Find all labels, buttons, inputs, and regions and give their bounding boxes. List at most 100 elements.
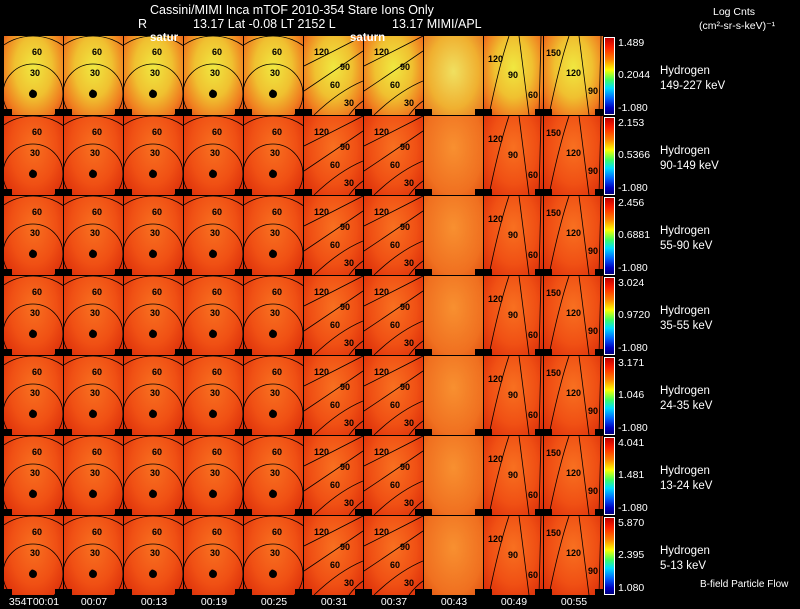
contour-label: 0 (210, 168, 216, 178)
heatmap-panel: 60 30 0 (64, 356, 123, 435)
contour-label: 90 (508, 70, 519, 80)
heatmap-panel: 60 30 0 (124, 516, 183, 595)
contour-label: 0 (210, 488, 216, 498)
contour-label: 60 (272, 447, 283, 457)
contour-label: 120 (488, 214, 504, 224)
contour-label: 60 (32, 207, 43, 217)
contour-label: 60 (32, 367, 43, 377)
time-tick-label: 00:19 (200, 596, 228, 608)
heatmap-panel: 120 90 60 (484, 196, 543, 275)
heatmap-panel: 60 30 0 (184, 116, 243, 195)
heatmap-panel (424, 276, 483, 355)
time-tick-label: 00:31 (320, 596, 348, 608)
contour-label: 90 (508, 470, 519, 480)
contour-label: 90 (400, 62, 411, 72)
contour-label: 60 (390, 80, 401, 90)
contour-label: 150 (546, 528, 562, 538)
species-name: Hydrogen (660, 305, 710, 317)
contour-label: 150 (546, 48, 562, 58)
contour-label: 30 (270, 148, 281, 158)
energy-range: 5-13 keV (660, 560, 707, 572)
contour-label: 60 (212, 47, 223, 57)
contour-label: 120 (566, 468, 582, 478)
contour-label: 30 (90, 148, 101, 158)
contour-label: 0 (90, 568, 96, 578)
contour-label: 30 (210, 388, 221, 398)
species-label: Hydrogen 35-55 keV (660, 304, 712, 334)
contour-label: 30 (404, 178, 415, 188)
contour-label: 0 (210, 328, 216, 338)
heatmap-panel: 60 30 0 (244, 516, 303, 595)
contour-label: 90 (340, 62, 351, 72)
contour-label: 30 (210, 68, 221, 78)
contour-label: 120 (488, 534, 504, 544)
energy-range: 35-55 keV (660, 320, 713, 332)
heatmap-panel (424, 516, 483, 595)
colorbar-cmin-label: -1.080 (618, 422, 648, 434)
heatmap-panel: 120 90 60 30 (364, 36, 423, 115)
contour-label: 90 (400, 302, 411, 312)
heatmap-panel: 60 30 0 (4, 196, 63, 275)
contour-label: 0 (90, 328, 96, 338)
contour-label: 60 (330, 480, 341, 490)
contour-label: 30 (150, 308, 161, 318)
contour-label: 120 (374, 527, 390, 537)
contour-label: 90 (340, 382, 351, 392)
contour-label: 0 (210, 88, 216, 98)
contour-label: 60 (330, 240, 341, 250)
contour-label: 90 (508, 550, 519, 560)
time-tick-label: 00:43 (440, 596, 468, 608)
heatmap-panel: 60 30 0 (124, 196, 183, 275)
species-name: Hydrogen (660, 465, 710, 477)
contour-label: 30 (270, 228, 281, 238)
contour-label: 0 (30, 168, 36, 178)
heatmap-panel: 150 120 90 (544, 356, 603, 435)
contour-label: 120 (488, 54, 504, 64)
heatmap-panel: 150 120 90 (544, 276, 603, 355)
contour-label: 60 (272, 287, 283, 297)
contour-label: 30 (344, 418, 355, 428)
contour-label: 90 (508, 310, 519, 320)
contour-label: 60 (92, 47, 103, 57)
contour-label: 30 (90, 548, 101, 558)
colorbar (604, 437, 615, 515)
contour-label: 60 (152, 207, 163, 217)
contour-label: 0 (270, 328, 276, 338)
saturn-label: saturn (350, 32, 386, 44)
contour-label: 60 (390, 240, 401, 250)
contour-label: 60 (212, 287, 223, 297)
contour-label: 60 (152, 367, 163, 377)
colorbar-cmax-label: 3.024 (618, 277, 645, 289)
species-label: Hydrogen 55-90 keV (660, 224, 712, 254)
heatmap-panel: 150 120 90 (544, 436, 603, 515)
colorbar-cmax-label: 2.456 (618, 197, 645, 209)
heatmap-panel: 60 30 0 (184, 196, 243, 275)
contour-label: 150 (546, 288, 562, 298)
contour-label: 30 (30, 388, 41, 398)
heatmap-panel: 60 30 0 (64, 276, 123, 355)
contour-label: 0 (210, 248, 216, 258)
contour-label: 60 (272, 127, 283, 137)
heatmap-panel: 120 90 60 30 (364, 116, 423, 195)
contour-label: 60 (390, 400, 401, 410)
contour-label: 120 (566, 548, 582, 558)
contour-label: 30 (90, 388, 101, 398)
contour-label: 90 (508, 230, 519, 240)
contour-label: 120 (374, 47, 390, 57)
contour-label: 150 (546, 368, 562, 378)
contour-label: 0 (270, 88, 276, 98)
contour-label: 60 (212, 127, 223, 137)
heatmap-panel: 60 30 0 (4, 516, 63, 595)
contour-label: 60 (528, 330, 539, 340)
time-tick-label: 00:49 (500, 596, 528, 608)
heatmap-panel: 120 90 60 30 (304, 276, 363, 355)
colorbar-cmin-label: -1.080 (618, 262, 648, 274)
contour-label: 60 (152, 287, 163, 297)
heatmap-panel (424, 196, 483, 275)
contour-label: 30 (270, 548, 281, 558)
r-label: R (138, 17, 148, 31)
contour-label: 90 (340, 542, 351, 552)
contour-label: 120 (566, 228, 582, 238)
contour-label: 60 (528, 410, 539, 420)
contour-label: 0 (270, 408, 276, 418)
